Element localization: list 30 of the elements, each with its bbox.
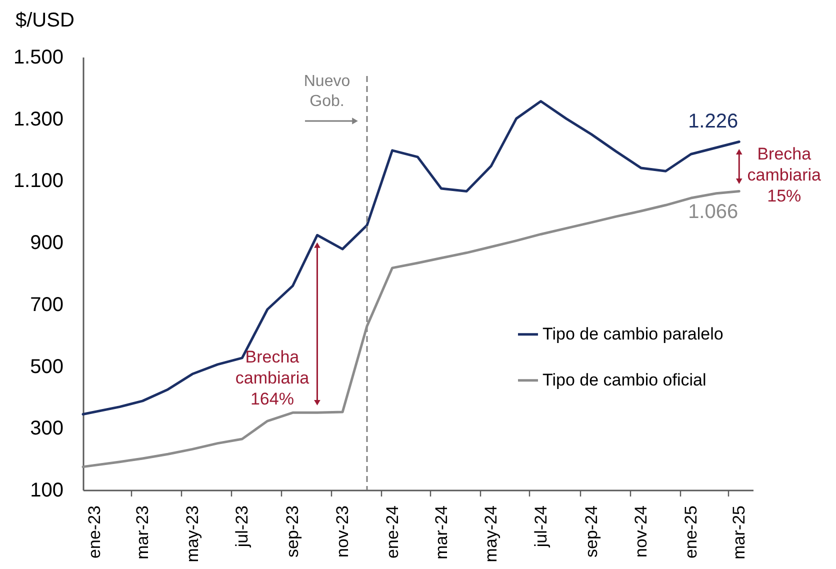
x-tick-label: sep-24 [582,506,601,558]
y-tick-label: 900 [30,232,64,254]
ref-line-label: Nuevo Gob. [304,73,350,110]
x-tick-label: may-24 [482,506,501,562]
x-tick-label: may-23 [182,506,202,562]
annotation: Brecha cambiaria 164% [235,348,310,409]
y-axis-title: $/USD [16,10,74,32]
legend-label: Tipo de cambio paralelo [542,324,724,344]
x-tick-label: nov-24 [632,506,651,558]
annotation: Brecha cambiaria 15% [747,144,822,206]
x-tick-label: mar-24 [432,506,451,560]
x-tick-label: ene-23 [84,506,104,558]
x-tick-label: ene-25 [681,506,700,558]
y-tick-label: 1.100 [13,170,64,192]
y-tick-label: 700 [30,294,64,316]
x-tick-label: mar-25 [730,506,749,560]
x-tick-label: jul-24 [531,506,550,548]
y-tick-label: 1.500 [13,46,64,68]
y-tick-label: 500 [30,356,64,378]
data-label: 1.066 [688,201,738,224]
x-tick-label: nov-23 [333,506,352,558]
x-tick-label: sep-23 [283,506,302,558]
y-tick-label: 1.300 [13,108,64,130]
x-tick-label: jul-23 [232,506,252,548]
data-label: 1.226 [688,110,738,133]
y-tick-label: 100 [30,480,64,502]
x-tick-label: ene-24 [382,506,402,558]
legend-label: Tipo de cambio oficial [542,370,706,390]
x-tick-label: mar-23 [133,506,152,560]
y-tick-label: 300 [30,418,64,440]
